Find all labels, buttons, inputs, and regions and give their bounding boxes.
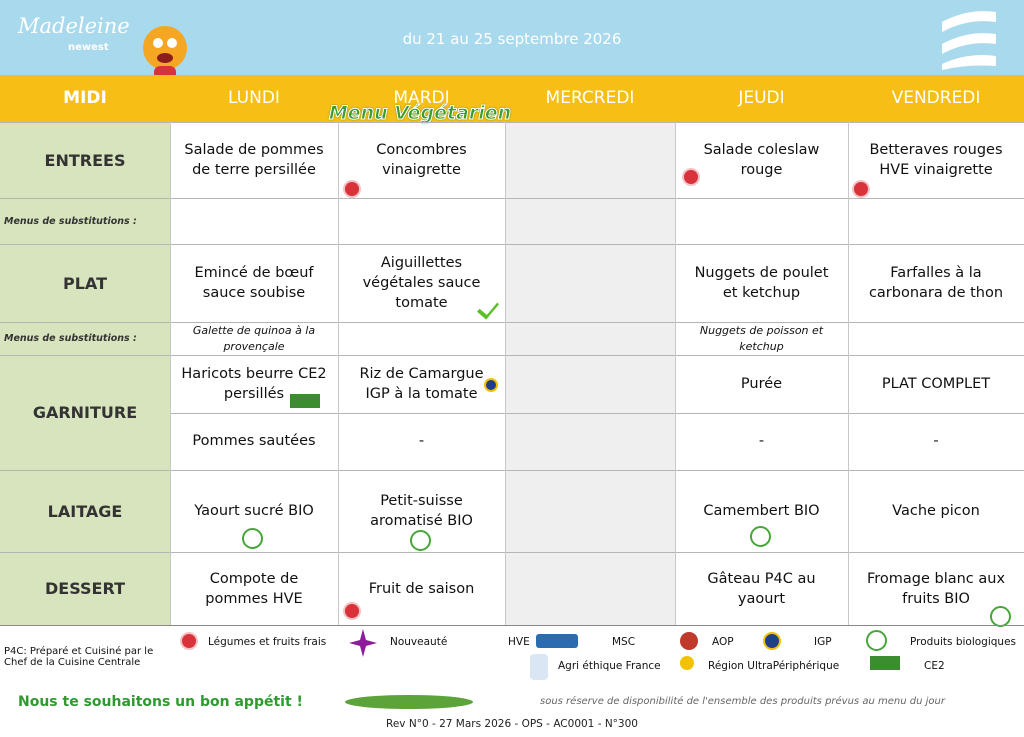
menu-item: Compote de pommes HVE	[205, 570, 303, 607]
row-rule	[0, 322, 1024, 323]
menu-item: Farfalles à la carbonara de thon	[868, 265, 1004, 301]
menu-item: Aiguillettes végétales sauce tomate	[362, 255, 481, 311]
col-rule	[170, 122, 171, 625]
fresh-icon	[343, 180, 361, 198]
igp-icon	[763, 632, 781, 650]
legend-item: Produits biologiques	[910, 636, 1016, 648]
row-label: PLAT	[63, 273, 107, 293]
brand: Madeleine	[18, 14, 130, 38]
menu-item: -	[418, 433, 425, 450]
col-rule	[848, 122, 849, 625]
legend-item: Nouveauté	[390, 636, 448, 648]
legend-item: MSC	[612, 636, 636, 648]
row-label: Menus de substitutions :	[4, 333, 137, 344]
label-column	[0, 122, 170, 625]
legend-item: Région UltraPériphérique	[708, 660, 840, 672]
meal-header: MIDI	[63, 88, 107, 108]
row-rule	[0, 198, 1024, 199]
sub-rule	[170, 412, 1024, 414]
row-label: LAITAGE	[47, 501, 123, 521]
bio-icon	[866, 630, 887, 651]
legend-item: HVE	[508, 636, 530, 648]
menu-item: Haricots beurre CE2 persillés	[181, 365, 327, 402]
legend-item: IGP	[814, 636, 832, 648]
menu-item: -	[933, 433, 939, 450]
menu-item: Gâteau P4C au yaourt	[707, 570, 816, 607]
menu-item: Galette de quinoa à la provençale	[192, 323, 316, 353]
aop-icon	[680, 632, 698, 650]
bio-icon	[750, 526, 771, 547]
row-rule	[0, 122, 1024, 123]
row-label: GARNITURE	[32, 403, 138, 422]
col-rule	[675, 122, 676, 625]
menu-item: Pommes sautées	[192, 433, 316, 450]
menu-item: Salade de pommes de terre persillée	[184, 142, 324, 178]
closed-day	[505, 122, 675, 625]
ce2-icon	[290, 394, 320, 408]
msc-icon	[536, 634, 578, 648]
menu-item: Camembert BIO	[703, 503, 820, 519]
p4c-note: P4C: Préparé et Cuisiné par le Chef de l…	[4, 646, 154, 668]
disclaimer: sous réserve de disponibilité de l'ensem…	[540, 696, 945, 707]
day-header-band	[0, 75, 1024, 122]
bio-icon	[410, 530, 431, 551]
wish: Nous te souhaitons un bon appétit !	[18, 694, 303, 710]
legend-item: Légumes et fruits frais	[208, 636, 327, 648]
menu-item: Concombres vinaigrette	[376, 142, 467, 178]
day-header: JEUDI	[738, 88, 785, 108]
row-rule	[0, 552, 1024, 553]
fresh-icon	[852, 180, 870, 198]
fresh-icon	[682, 168, 700, 186]
brand-sub: newest	[68, 42, 109, 53]
rup-icon	[680, 656, 694, 670]
legend-item: AOP	[712, 636, 734, 648]
fresh-icon	[343, 602, 361, 620]
day-header: VENDREDI	[891, 88, 981, 108]
col-rule	[505, 122, 506, 625]
new-icon	[349, 629, 377, 657]
dates: du 21 au 25 septembre 2026	[402, 30, 622, 48]
col-rule	[338, 122, 339, 625]
menu-item: Betteraves rouges HVE vinaigrette	[869, 142, 1003, 178]
row-label: Menus de substitutions :	[4, 215, 137, 227]
ce2-icon	[870, 656, 900, 670]
fresh-icon	[180, 632, 198, 650]
day-header: LUNDI	[228, 88, 280, 108]
agri-icon	[530, 654, 548, 680]
menu-item: Fruit de saison	[368, 580, 475, 597]
menu-item: Emincé de bœuf sauce soubise	[194, 265, 314, 301]
row-label: ENTREES	[44, 150, 126, 170]
menu-item: PLAT COMPLET	[881, 375, 991, 392]
menu-item: Purée	[740, 375, 783, 392]
menu-item: -	[758, 433, 765, 450]
day-header: MARDI	[393, 88, 450, 108]
menu-item: Petit-suisse aromatisé BIO	[370, 493, 473, 529]
day-header: MERCREDI	[545, 88, 635, 108]
menu-item: Salade coleslaw rouge	[703, 142, 820, 178]
menu-item: Riz de Camargue IGP à la tomate	[359, 365, 484, 402]
menu-item: Nuggets de poisson et ketchup	[699, 323, 824, 353]
igp-icon	[484, 378, 498, 392]
menu-item: Vache picon	[892, 503, 980, 519]
legend-item: Agri éthique France	[558, 660, 661, 672]
logo	[942, 11, 996, 70]
row-rule	[0, 470, 1024, 471]
menu-item: Fromage blanc aux fruits BIO	[866, 570, 1006, 607]
revision: Rev N°0 - 27 Mars 2026 - OPS - AC0001 - …	[386, 718, 638, 730]
greenery	[345, 695, 473, 709]
row-rule	[0, 355, 1024, 356]
legend-item: CE2	[924, 660, 945, 672]
menu-item: Nuggets de poulet et ketchup	[694, 265, 829, 301]
footer-rule	[0, 625, 1024, 626]
bio-icon	[990, 606, 1011, 627]
bio-icon	[242, 528, 263, 549]
menu-item: Yaourt sucré BIO	[194, 503, 314, 519]
banner: Menu Végétarien	[328, 102, 512, 125]
row-label: DESSERT	[45, 579, 125, 598]
row-rule	[0, 244, 1024, 245]
